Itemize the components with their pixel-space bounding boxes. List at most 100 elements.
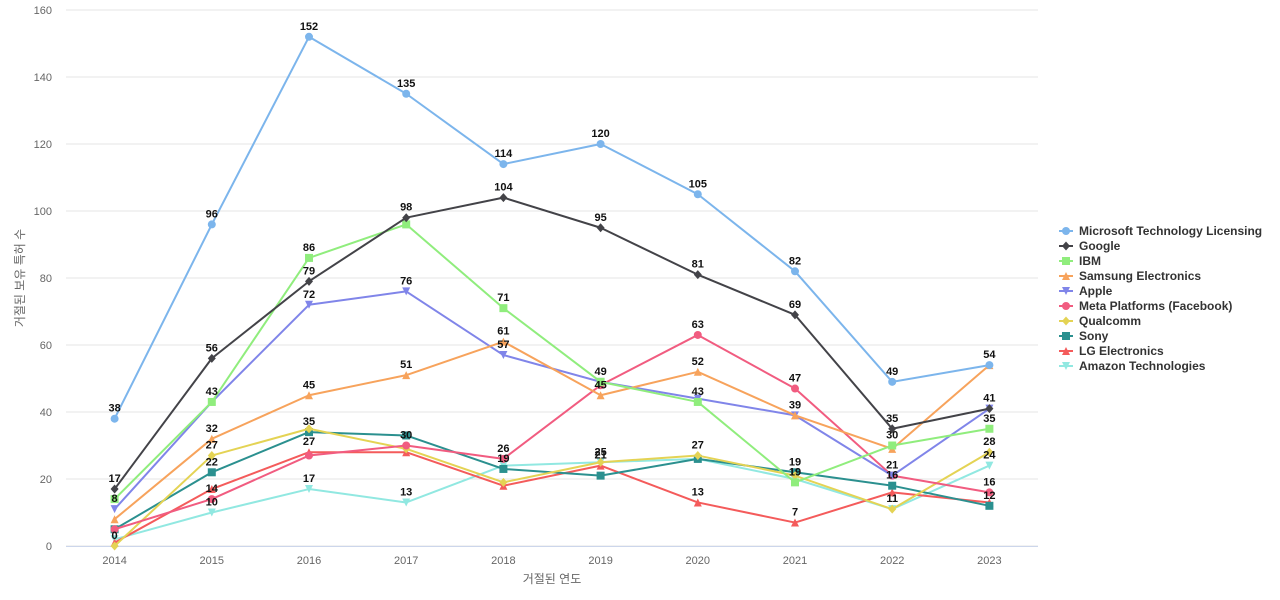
data-point[interactable] <box>110 541 119 551</box>
legend-marker[interactable] <box>1062 302 1070 310</box>
data-point[interactable] <box>693 330 702 339</box>
data-point[interactable] <box>402 441 411 450</box>
data-point[interactable] <box>499 464 508 473</box>
data-point[interactable] <box>110 414 119 423</box>
data-point[interactable] <box>596 457 605 467</box>
data-point[interactable] <box>985 404 994 414</box>
data-point[interactable] <box>693 451 702 461</box>
series-line[interactable] <box>113 333 991 531</box>
series-line[interactable] <box>113 35 991 420</box>
data-point[interactable] <box>110 515 119 524</box>
legend-item[interactable]: Google <box>1059 239 1121 253</box>
data-point[interactable] <box>888 424 897 434</box>
data-point[interactable] <box>596 377 605 386</box>
data-point[interactable] <box>693 270 702 280</box>
data-point[interactable] <box>693 367 702 376</box>
data-point[interactable] <box>402 431 411 440</box>
legend-item[interactable]: Amazon Technologies <box>1059 359 1206 373</box>
data-point[interactable] <box>791 478 799 487</box>
data-point[interactable] <box>402 220 411 229</box>
legend-item[interactable]: LG Electronics <box>1059 344 1164 358</box>
legend-item[interactable]: Meta Platforms (Facebook) <box>1059 299 1232 313</box>
data-point[interactable] <box>791 471 799 481</box>
data-point[interactable] <box>207 468 216 477</box>
data-point[interactable] <box>596 140 605 148</box>
legend-item[interactable]: Sony <box>1059 329 1109 343</box>
legend-item[interactable]: Samsung Electronics <box>1059 269 1201 283</box>
data-point[interactable] <box>985 447 994 457</box>
legend-item[interactable]: Microsoft Technology Licensing <box>1059 224 1262 238</box>
data-point[interactable] <box>207 353 216 363</box>
data-point[interactable] <box>110 525 119 534</box>
data-point[interactable] <box>207 495 216 504</box>
data-point[interactable] <box>499 337 508 346</box>
legend-marker[interactable] <box>1062 316 1070 326</box>
series-line[interactable] <box>113 427 991 547</box>
legend-marker[interactable] <box>1062 227 1070 235</box>
data-point[interactable] <box>402 498 411 507</box>
legend-marker[interactable] <box>1062 347 1070 355</box>
data-point[interactable] <box>985 461 994 470</box>
legend-marker[interactable] <box>1062 287 1070 295</box>
series-line[interactable] <box>113 451 991 544</box>
data-point[interactable] <box>402 213 411 223</box>
data-point[interactable] <box>888 377 897 386</box>
data-point[interactable] <box>791 411 799 420</box>
data-point[interactable] <box>305 451 313 460</box>
data-point[interactable] <box>888 504 897 514</box>
data-point[interactable] <box>207 434 216 443</box>
data-point[interactable] <box>305 300 313 309</box>
data-point[interactable] <box>305 485 313 494</box>
series-line[interactable] <box>113 196 991 491</box>
data-point[interactable] <box>110 484 119 494</box>
series-line[interactable] <box>113 457 991 541</box>
data-point[interactable] <box>985 488 994 497</box>
data-point[interactable] <box>305 424 313 434</box>
data-point[interactable] <box>305 391 313 400</box>
data-point[interactable] <box>596 471 605 480</box>
data-point[interactable] <box>110 495 119 504</box>
legend-item[interactable]: IBM <box>1059 254 1101 268</box>
legend[interactable]: Microsoft Technology LicensingGoogleIBMS… <box>1059 224 1262 373</box>
legend-marker[interactable] <box>1062 272 1070 280</box>
data-point[interactable] <box>499 160 508 169</box>
data-point[interactable] <box>499 477 508 487</box>
legend-marker[interactable] <box>1062 332 1070 340</box>
data-point[interactable] <box>888 488 897 497</box>
data-point[interactable] <box>596 223 605 233</box>
data-point[interactable] <box>499 454 508 463</box>
data-point[interactable] <box>693 190 702 199</box>
data-point[interactable] <box>888 441 897 450</box>
data-point[interactable] <box>693 397 702 406</box>
data-point[interactable] <box>207 485 216 494</box>
legend-marker[interactable] <box>1062 257 1070 265</box>
data-point[interactable] <box>207 451 216 461</box>
data-point[interactable] <box>888 471 897 480</box>
data-point[interactable] <box>305 276 313 286</box>
data-point[interactable] <box>402 287 411 296</box>
data-point[interactable] <box>791 310 799 320</box>
data-point[interactable] <box>791 267 799 276</box>
data-point[interactable] <box>207 397 216 406</box>
legend-marker[interactable] <box>1062 362 1070 370</box>
data-point[interactable] <box>110 505 119 514</box>
series-line[interactable] <box>113 223 991 501</box>
data-point[interactable] <box>791 384 799 393</box>
series-line[interactable] <box>113 340 991 521</box>
data-point[interactable] <box>888 481 897 490</box>
data-point[interactable] <box>305 32 313 41</box>
data-point[interactable] <box>499 351 508 360</box>
data-point[interactable] <box>207 220 216 229</box>
data-point[interactable] <box>402 89 411 98</box>
data-point[interactable] <box>305 253 313 262</box>
data-point[interactable] <box>207 508 216 517</box>
data-point[interactable] <box>693 498 702 507</box>
data-point[interactable] <box>402 371 411 380</box>
data-point[interactable] <box>596 391 605 400</box>
data-point[interactable] <box>791 518 799 527</box>
data-point[interactable] <box>499 193 508 203</box>
legend-item[interactable]: Qualcomm <box>1059 314 1141 328</box>
data-point[interactable] <box>499 304 508 313</box>
legend-item[interactable]: Apple <box>1059 284 1113 298</box>
data-point[interactable] <box>985 361 994 370</box>
